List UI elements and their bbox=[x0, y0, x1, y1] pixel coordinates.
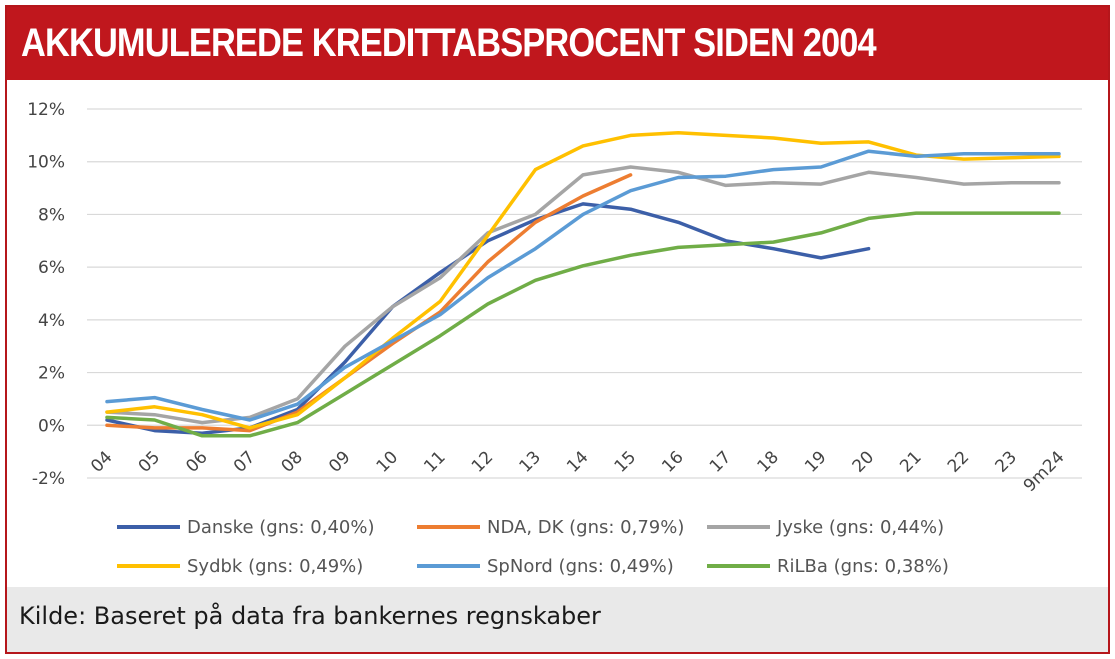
legend-label: Jyske (gns: 0,44%) bbox=[776, 517, 944, 538]
y-tick-label: 8% bbox=[38, 205, 65, 225]
x-tick-label: 9m24 bbox=[1020, 447, 1069, 496]
y-axis-ticks: -2% 0% 2% 4% 6% 8% 10% 12% bbox=[27, 100, 65, 489]
x-tick-label: 09 bbox=[325, 447, 354, 476]
x-tick-label: 20 bbox=[849, 447, 878, 476]
x-axis-ticks: 04 05 06 07 08 09 10 11 12 13 14 15 16 17 18 19 20 21 22 23… bbox=[87, 447, 1068, 496]
x-tick-label: 07 bbox=[230, 447, 259, 476]
y-tick-label: 0% bbox=[38, 416, 65, 436]
chart-title: AKKUMULEREDE KREDITTABSPROCENT SIDEN 200… bbox=[21, 21, 877, 65]
x-tick-label: 16 bbox=[658, 447, 687, 476]
x-tick-label: 23 bbox=[991, 447, 1020, 476]
x-tick-label: 14 bbox=[563, 447, 592, 476]
y-tick-label: 6% bbox=[38, 258, 65, 278]
x-tick-label: 10 bbox=[373, 447, 402, 476]
series-line-6 bbox=[105, 211, 1061, 438]
x-tick-label: 21 bbox=[896, 447, 925, 476]
x-tick-label: 19 bbox=[801, 447, 830, 476]
x-tick-label: 11 bbox=[420, 447, 449, 476]
x-tick-label: 05 bbox=[135, 447, 164, 476]
x-tick-label: 18 bbox=[753, 447, 782, 476]
x-tick-label: 06 bbox=[182, 447, 211, 476]
source-text: Kilde: Baseret på data fra bankernes reg… bbox=[19, 602, 601, 630]
chart-area: -2% 0% 2% 4% 6% 8% 10% 12% 04 05 06 07 08 09 10 11 12 13… bbox=[27, 100, 1082, 577]
chart-frame: AKKUMULEREDE KREDITTABSPROCENT SIDEN 200… bbox=[5, 5, 1110, 654]
series-line-4 bbox=[105, 130, 1061, 430]
legend-label: RiLBa (gns: 0,38%) bbox=[777, 556, 949, 577]
series-lines bbox=[105, 130, 1061, 438]
y-tick-label: -2% bbox=[32, 469, 65, 489]
x-tick-label: 15 bbox=[611, 447, 640, 476]
legend-label: SpNord (gns: 0,49%) bbox=[487, 556, 674, 577]
x-tick-label: 12 bbox=[468, 447, 497, 476]
legend-label: Sydbk (gns: 0,49%) bbox=[187, 556, 363, 577]
legend-label: NDA, DK (gns: 0,79%) bbox=[487, 517, 684, 538]
x-tick-label: 17 bbox=[706, 447, 735, 476]
series-line-3 bbox=[105, 165, 1061, 425]
source-footer: Kilde: Baseret på data fra bankernes reg… bbox=[7, 587, 1108, 652]
y-tick-label: 10% bbox=[27, 153, 65, 173]
series-line-2 bbox=[105, 173, 633, 433]
y-tick-label: 12% bbox=[27, 100, 65, 120]
x-tick-label: 22 bbox=[944, 447, 973, 476]
title-bar: AKKUMULEREDE KREDITTABSPROCENT SIDEN 200… bbox=[7, 7, 1108, 80]
series-line-5 bbox=[105, 149, 1061, 422]
legend-label: Danske (gns: 0,40%) bbox=[187, 517, 374, 538]
y-tick-label: 2% bbox=[38, 364, 65, 384]
x-tick-label: 04 bbox=[87, 447, 116, 476]
legend: Danske (gns: 0,40%) NDA, DK (gns: 0,79%) J… bbox=[117, 517, 949, 577]
y-tick-label: 4% bbox=[38, 311, 65, 331]
x-tick-label: 13 bbox=[515, 447, 544, 476]
x-tick-label: 08 bbox=[277, 447, 306, 476]
